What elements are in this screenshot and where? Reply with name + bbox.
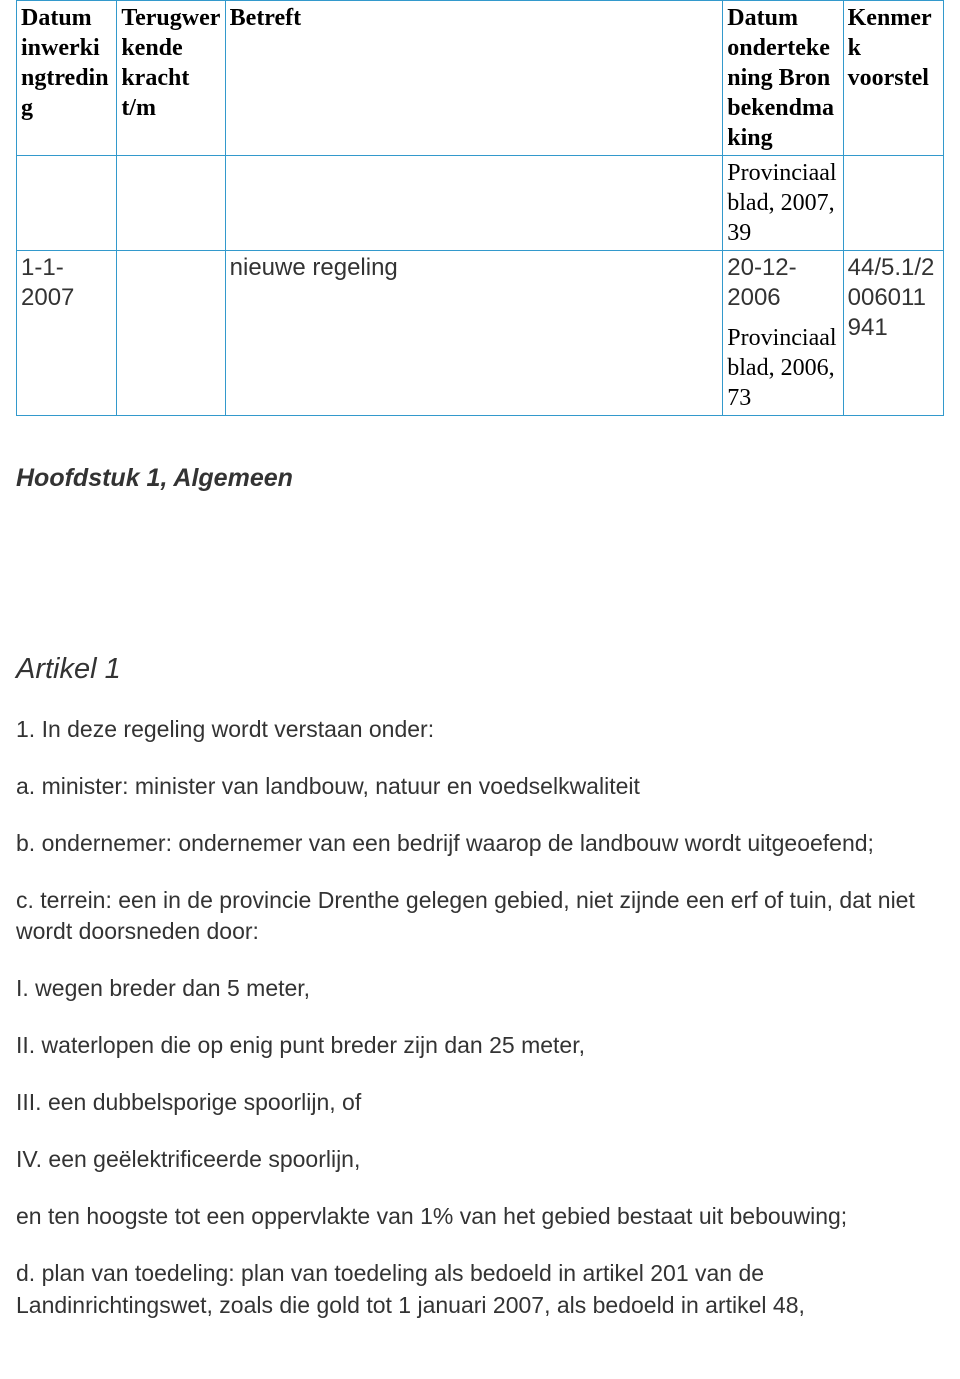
cell-subject: nieuwe regeling: [225, 251, 723, 416]
paragraph-c: c. terrein: een in de provincie Drenthe …: [16, 885, 944, 947]
article-heading: Artikel 1: [16, 653, 944, 686]
cell-source: Provinciaal blad, 2007, 39: [723, 156, 843, 251]
paragraph-b: b. ondernemer: ondernemer van een bedrij…: [16, 828, 944, 859]
header-date-effective: Datum inwerkingtreding: [17, 1, 117, 156]
source-publication: Provinciaal blad, 2006, 73: [727, 323, 838, 413]
regulation-table: Datum inwerkingtreding Terugwerkende kra…: [16, 0, 944, 416]
paragraph-ii: II. waterlopen die op enig punt breder z…: [16, 1030, 944, 1061]
paragraph-closing: en ten hoogste tot een oppervlakte van 1…: [16, 1201, 944, 1232]
paragraph-iv: IV. een geëlektrificeerde spoorlijn,: [16, 1144, 944, 1175]
cell-source: 20-12-2006 Provinciaal blad, 2006, 73: [723, 251, 843, 416]
header-sign-source: Datum ondertekening Bron bekendmaking: [723, 1, 843, 156]
cell-reference: [843, 156, 943, 251]
paragraph-d: d. plan van toedeling: plan van toedelin…: [16, 1258, 944, 1320]
cell-date-effective: 1-1-2007: [17, 251, 117, 416]
header-reference: Kenmerk voorstel: [843, 1, 943, 156]
chapter-heading: Hoofdstuk 1, Algemeen: [16, 464, 944, 493]
paragraph-iii: III. een dubbelsporige spoorlijn, of: [16, 1087, 944, 1118]
cell-reference: 44/5.1/2006011941: [843, 251, 943, 416]
sign-date: 20-12-2006: [727, 253, 838, 313]
header-retroactive: Terugwerkende kracht t/m: [117, 1, 225, 156]
cell-retroactive: [117, 251, 225, 416]
paragraph-intro: 1. In deze regeling wordt verstaan onder…: [16, 714, 944, 745]
paragraph-i: I. wegen breder dan 5 meter,: [16, 973, 944, 1004]
document-page: Datum inwerkingtreding Terugwerkende kra…: [0, 0, 960, 1345]
cell-date-effective: [17, 156, 117, 251]
cell-subject: [225, 156, 723, 251]
cell-retroactive: [117, 156, 225, 251]
table-header-row: Datum inwerkingtreding Terugwerkende kra…: [17, 1, 944, 156]
header-subject: Betreft: [225, 1, 723, 156]
paragraph-a: a. minister: minister van landbouw, natu…: [16, 771, 944, 802]
table-row: Provinciaal blad, 2007, 39: [17, 156, 944, 251]
table-row: 1-1-2007 nieuwe regeling 20-12-2006 Prov…: [17, 251, 944, 416]
